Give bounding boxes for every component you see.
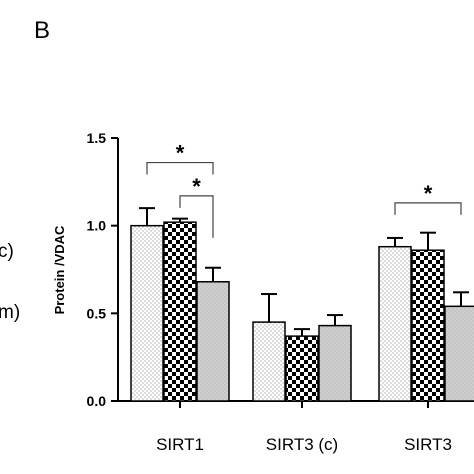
x-tick-label: SIRT1: [156, 435, 204, 454]
y-axis-label: Protein /VDAC: [52, 225, 67, 314]
y-tick-label: 1.0: [87, 218, 107, 234]
y-tick-label: 0.0: [87, 393, 107, 409]
bar: [196, 281, 230, 402]
legend-fragment: m): [0, 302, 20, 323]
x-tick-label: SIRT3: [404, 435, 452, 454]
bar: [252, 321, 286, 402]
bar: [285, 335, 319, 402]
significance-bracket: [394, 202, 462, 215]
significance-star: *: [176, 141, 185, 166]
bar: [318, 324, 352, 402]
bar: [378, 245, 412, 402]
bar: [411, 249, 445, 402]
significance-star: *: [424, 181, 433, 206]
significance-bracket: [179, 195, 214, 238]
legend-fragment: c): [0, 241, 14, 262]
bar: [444, 305, 474, 402]
y-tick-label: 0.5: [87, 305, 107, 321]
x-tick-label: SIRT3 (c): [266, 435, 338, 454]
y-tick-label: 1.5: [87, 130, 107, 146]
significance-star: *: [192, 174, 201, 199]
bar: [163, 221, 197, 402]
bar: [130, 224, 164, 402]
plot-area: 0.0 0.5 1.0 1.5 SIRT1 SIRT3 (c) SIRT3 * * *: [87, 130, 474, 454]
significance-bracket: [146, 161, 214, 175]
panel-label: B: [34, 17, 50, 44]
